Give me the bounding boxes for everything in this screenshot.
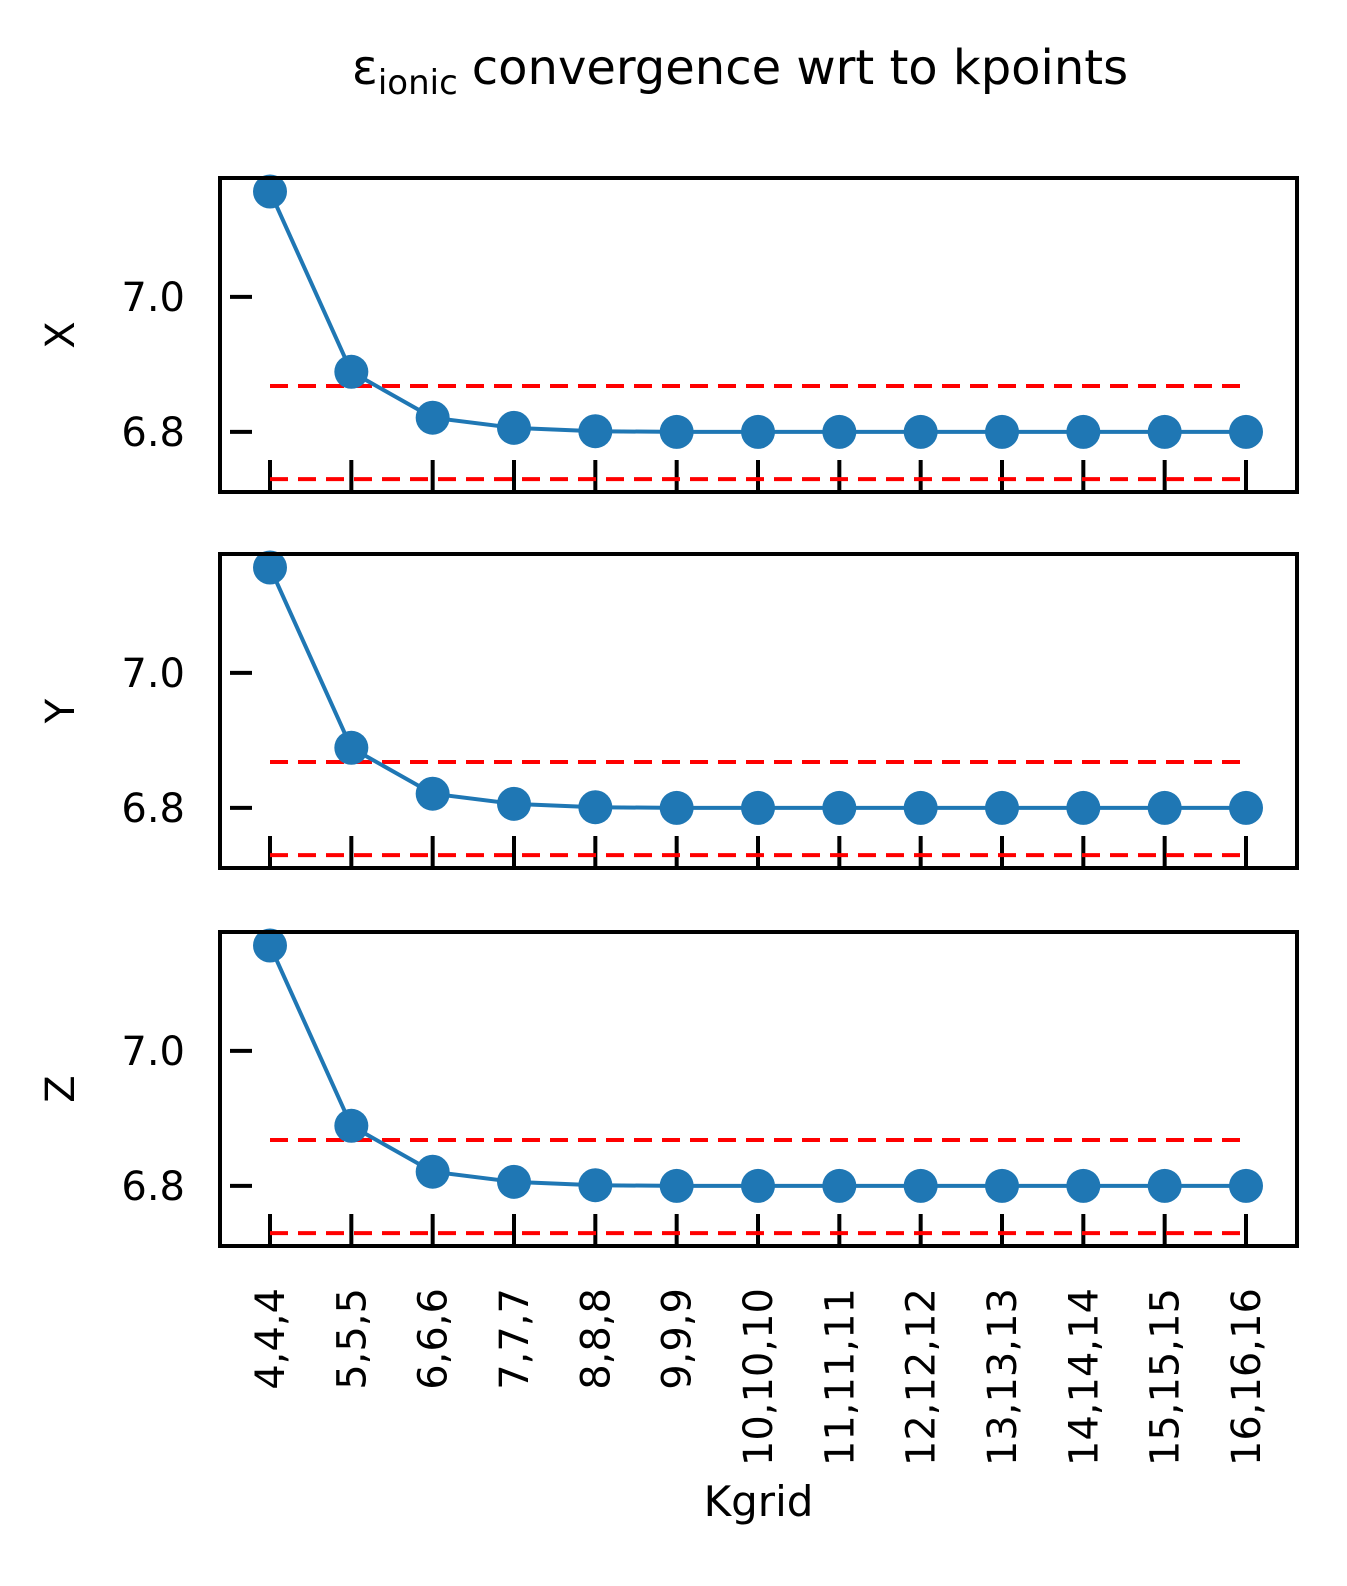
x-tick-label: 7,7,7 bbox=[492, 1288, 538, 1390]
x-tick-label: 16,16,16 bbox=[1224, 1288, 1270, 1466]
data-point bbox=[253, 928, 287, 963]
data-point bbox=[334, 1108, 369, 1143]
data-line bbox=[268, 566, 1246, 810]
x-axis-label: Kgrid bbox=[704, 1477, 814, 1526]
data-point bbox=[415, 400, 450, 435]
data-point bbox=[822, 790, 857, 825]
axes-frame bbox=[218, 176, 1299, 494]
data-point bbox=[985, 1168, 1019, 1203]
data-point bbox=[741, 414, 775, 449]
data-point bbox=[741, 1168, 775, 1203]
x-tick-label: 8,8,8 bbox=[573, 1288, 619, 1390]
data-point bbox=[1147, 790, 1182, 825]
data-point bbox=[1229, 414, 1263, 449]
data-point bbox=[415, 1154, 450, 1189]
y-axis-label: X bbox=[38, 321, 84, 348]
axes-frame bbox=[218, 552, 1299, 870]
data-point bbox=[578, 414, 613, 449]
data-point bbox=[985, 414, 1019, 449]
data-point bbox=[1147, 1168, 1182, 1203]
y-tick-label: 6.8 bbox=[121, 410, 185, 456]
y-tick-label: 6.8 bbox=[121, 1164, 185, 1210]
data-point bbox=[659, 414, 694, 449]
x-tick-label: 10,10,10 bbox=[736, 1288, 782, 1466]
data-point bbox=[253, 174, 287, 209]
y-tick-label: 6.8 bbox=[121, 786, 185, 832]
data-point bbox=[903, 790, 938, 825]
axes-frame bbox=[218, 930, 1299, 1248]
x-tick-label: 6,6,6 bbox=[411, 1288, 457, 1390]
figure-title: εionic convergence wrt to kpoints bbox=[352, 40, 1128, 103]
y-axis-label: Z bbox=[38, 1075, 84, 1102]
x-tick-label: 12,12,12 bbox=[899, 1288, 945, 1466]
x-tick-label: 9,9,9 bbox=[655, 1288, 701, 1390]
data-point bbox=[497, 410, 531, 445]
data-point bbox=[497, 1164, 531, 1199]
data-point bbox=[1066, 414, 1101, 449]
x-tick-label: 11,11,11 bbox=[817, 1288, 863, 1466]
data-point bbox=[578, 1168, 613, 1203]
data-line bbox=[268, 190, 1246, 434]
title-text: convergence wrt to kpoints bbox=[472, 40, 1128, 96]
data-point bbox=[253, 550, 287, 585]
y-tick-label: 7.0 bbox=[121, 275, 185, 321]
data-point bbox=[578, 790, 613, 825]
title-subscript: ionic bbox=[378, 63, 458, 103]
data-point bbox=[822, 414, 857, 449]
data-point bbox=[1147, 414, 1182, 449]
data-point bbox=[659, 1168, 694, 1203]
y-tick-label: 7.0 bbox=[121, 651, 185, 697]
data-point bbox=[1229, 790, 1263, 825]
y-tick-label: 7.0 bbox=[121, 1029, 185, 1075]
data-point bbox=[497, 786, 531, 821]
x-tick-label: 15,15,15 bbox=[1143, 1288, 1189, 1466]
data-point bbox=[741, 790, 775, 825]
x-tick-label: 4,4,4 bbox=[248, 1288, 294, 1390]
x-tick-label: 14,14,14 bbox=[1061, 1288, 1107, 1466]
data-point bbox=[822, 1168, 857, 1203]
data-point bbox=[1066, 1168, 1101, 1203]
x-tick-label: 13,13,13 bbox=[980, 1288, 1026, 1466]
data-point bbox=[903, 414, 938, 449]
data-point bbox=[659, 790, 694, 825]
data-point bbox=[1066, 790, 1101, 825]
title-symbol: ε bbox=[352, 40, 378, 96]
data-point bbox=[1229, 1168, 1263, 1203]
x-tick-label: 5,5,5 bbox=[329, 1288, 375, 1390]
data-point bbox=[985, 790, 1019, 825]
data-line bbox=[268, 944, 1246, 1188]
data-point bbox=[334, 730, 369, 765]
data-point bbox=[903, 1168, 938, 1203]
data-point bbox=[415, 776, 450, 811]
y-axis-label: Y bbox=[38, 698, 84, 724]
data-point bbox=[334, 354, 369, 389]
